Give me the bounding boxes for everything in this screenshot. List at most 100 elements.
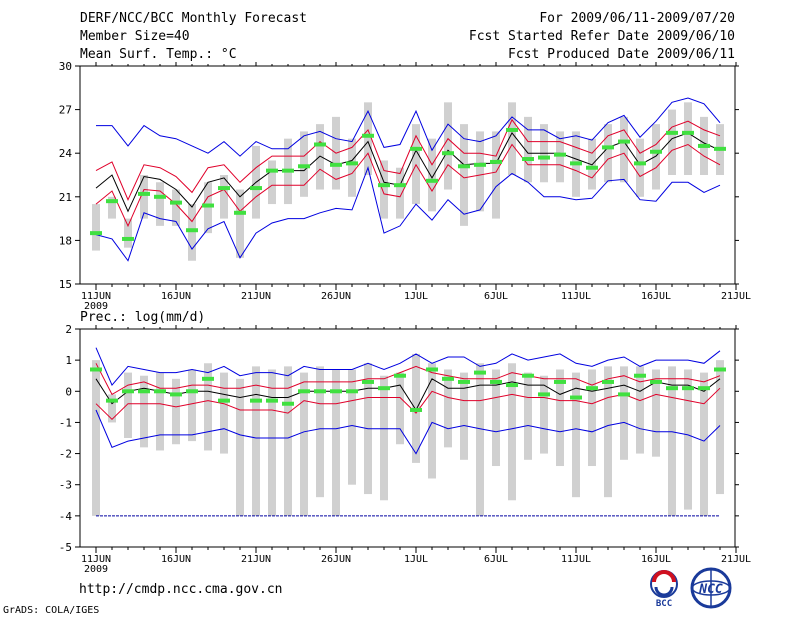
temp-x-tick-label: 16JUL: [641, 291, 671, 302]
prec-range-min-line: [95, 409, 721, 455]
prec-spread-box: [172, 378, 180, 445]
prec-spread-box: [620, 366, 628, 460]
temp-observed-marker: [266, 168, 278, 173]
temp-observed-marker: [650, 149, 662, 154]
prec-observed-marker: [586, 386, 598, 391]
prec-observed-marker: [218, 398, 230, 403]
prec-spread-box: [460, 372, 468, 460]
temp-spread-box: [268, 160, 276, 205]
temp-spread-box: [364, 102, 372, 175]
source-url[interactable]: http://cmdp.ncc.cma.gov.cn: [79, 582, 283, 597]
prec-spread-box: [236, 378, 244, 516]
prec-y-tick-label: 2: [65, 323, 72, 336]
temp-x-tick-label: 1JUL: [404, 291, 428, 302]
forecast-produced-date-label: Fcst Produced Date 2009/06/11: [508, 47, 735, 62]
temp-spread-box: [204, 182, 212, 234]
prec-spread-box: [108, 394, 116, 423]
prec-spread-box: [636, 366, 644, 454]
temp-spread-box: [476, 131, 484, 212]
temp-spread-box: [652, 124, 660, 190]
prec-mean-line: [95, 378, 721, 412]
prec-observed-marker: [410, 407, 422, 412]
temp-spread-box: [508, 102, 516, 175]
prec-observed-marker: [666, 386, 678, 391]
prec-spread-box: [604, 366, 612, 498]
prec-observed-marker: [394, 373, 406, 378]
temp-spread-box: [156, 182, 164, 226]
temp-plot-frame: [79, 65, 736, 285]
prec-observed-marker: [634, 373, 646, 378]
prec-spread-box: [428, 363, 436, 479]
prec-spread-box: [588, 369, 596, 467]
temp-spread-box: [684, 102, 692, 175]
temp-observed-marker: [362, 133, 374, 138]
prec-spread-box: [156, 372, 164, 451]
temp-spread-box: [236, 189, 244, 258]
temp-observed-marker: [330, 162, 342, 167]
prec-x-tick-label: 16JUN: [161, 554, 191, 565]
prec-spread-box: [332, 369, 340, 516]
prec-observed-marker: [650, 379, 662, 384]
prec-spread-box: [124, 372, 132, 438]
temp-observed-marker: [410, 146, 422, 151]
prec-x-tick-label: 21JUN: [241, 554, 271, 565]
prec-spread-box: [188, 369, 196, 442]
prec-observed-marker: [282, 401, 294, 406]
temp-spread-box: [444, 102, 452, 190]
prec-spread-box: [92, 360, 100, 516]
prec-spread-box: [268, 369, 276, 516]
temp-mean-plus-sd-line: [95, 118, 721, 201]
temp-y-tick-label: 15: [59, 278, 72, 291]
temp-x-tick-label: 21JUN: [241, 291, 271, 302]
prec-observed-marker: [426, 367, 438, 372]
prec-observed-marker: [186, 389, 198, 394]
prec-x-tick-label: 11JUN: [81, 554, 111, 565]
prec-spread-box: [300, 372, 308, 516]
temp-spread-box: [172, 189, 180, 226]
temp-observed-marker: [490, 159, 502, 164]
temp-spread-box: [428, 138, 436, 212]
prec-observed-marker: [298, 389, 310, 394]
prec-spread-box: [380, 375, 388, 501]
temp-spread-box: [316, 124, 324, 190]
prec-spread-box: [716, 360, 724, 495]
prec-observed-marker: [330, 389, 342, 394]
prec-observed-marker: [618, 392, 630, 397]
prec-observed-marker: [138, 389, 150, 394]
prec-spread-box: [508, 363, 516, 501]
prec-observed-marker: [698, 386, 710, 391]
temp-observed-marker: [698, 143, 710, 148]
temp-observed-marker: [282, 168, 294, 173]
prec-observed-marker: [714, 367, 726, 372]
prec-x-tick-label: 6JUL: [484, 554, 508, 565]
prec-spread-box: [316, 366, 324, 498]
temp-observed-marker: [298, 164, 310, 169]
prec-spread-box: [556, 369, 564, 467]
prec-observed-marker: [602, 379, 614, 384]
temp-observed-marker: [170, 200, 182, 205]
temp-spread-box: [220, 175, 228, 219]
temp-observed-marker: [442, 151, 454, 156]
temp-x-tick-label: 11JUN: [81, 291, 111, 302]
prec-observed-marker: [378, 386, 390, 391]
prec-x-tick-label: 11JUL: [561, 554, 591, 565]
prec-observed-marker: [106, 398, 118, 403]
prec-spread-box: [396, 372, 404, 445]
prec-year-label: 2009: [84, 564, 108, 575]
prec-spread-box: [284, 366, 292, 516]
prec-observed-marker: [538, 392, 550, 397]
prec-spread-box: [700, 372, 708, 516]
prec-observed-marker: [506, 383, 518, 388]
prec-observed-marker: [522, 373, 534, 378]
prec-spread-box: [348, 369, 356, 485]
prec-spread-box: [540, 375, 548, 454]
temp-observed-marker: [506, 127, 518, 132]
temp-spread-box: [300, 131, 308, 197]
temp-range-min-line: [95, 166, 721, 262]
prec-observed-marker: [266, 398, 278, 403]
temp-x-tick-label: 16JUN: [161, 291, 191, 302]
bcc-logo-label: BCC: [656, 599, 672, 608]
temp-spread-box: [492, 131, 500, 219]
prec-x-tick-label: 1JUL: [404, 554, 428, 565]
temp-spread-box: [636, 138, 644, 197]
